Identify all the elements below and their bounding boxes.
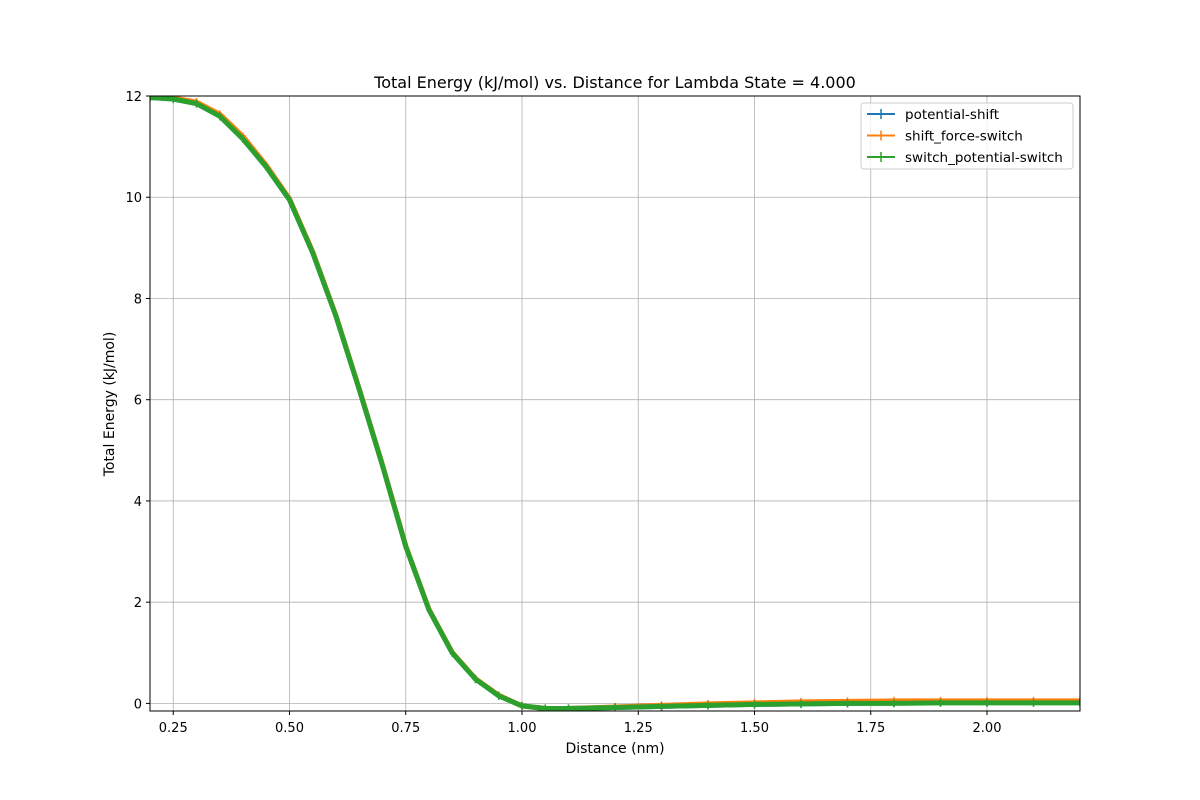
x-tick-label: 0.25 bbox=[159, 721, 188, 736]
y-tick-label: 10 bbox=[125, 191, 142, 206]
y-tick-label: 6 bbox=[134, 394, 142, 409]
chart-title: Total Energy (kJ/mol) vs. Distance for L… bbox=[373, 73, 856, 92]
x-tick-label: 1.25 bbox=[624, 721, 653, 736]
y-tick-label: 0 bbox=[134, 697, 142, 712]
series-layer bbox=[150, 96, 1080, 711]
x-tick-label: 2.00 bbox=[973, 721, 1002, 736]
x-tick-label: 0.50 bbox=[275, 721, 304, 736]
y-axis-title: Total Energy (kJ/mol) bbox=[102, 332, 118, 478]
legend-box bbox=[860, 102, 1074, 170]
axes-ticks: 0.25 0.50 0.75 1.00 1.25 1.50 1.75 2.00 0 2 4 6 8 10 1… bbox=[125, 90, 1001, 736]
x-tick-label: 1.00 bbox=[508, 721, 537, 736]
x-tick-label: 0.75 bbox=[391, 721, 420, 736]
x-tick-label: 1.75 bbox=[856, 721, 885, 736]
x-axis-title: Distance (nm) bbox=[565, 741, 664, 757]
y-tick-label: 4 bbox=[134, 495, 142, 510]
y-tick-label: 8 bbox=[134, 292, 142, 307]
series-line-3 bbox=[150, 96, 1080, 711]
y-tick-label: 12 bbox=[125, 90, 142, 105]
x-tick-label: 1.50 bbox=[740, 721, 769, 736]
legend-label: potential-shift bbox=[905, 107, 999, 123]
legend-label: switch_potential-switch bbox=[905, 150, 1063, 166]
legend-items: potential-shift shift_force-switch switch_… bbox=[867, 107, 1063, 166]
plot-frame bbox=[149, 95, 1081, 712]
y-tick-label: 2 bbox=[134, 596, 142, 611]
legend-label: shift_force-switch bbox=[905, 129, 1023, 145]
legend: potential-shift shift_force-switch switch_… bbox=[860, 102, 1074, 170]
